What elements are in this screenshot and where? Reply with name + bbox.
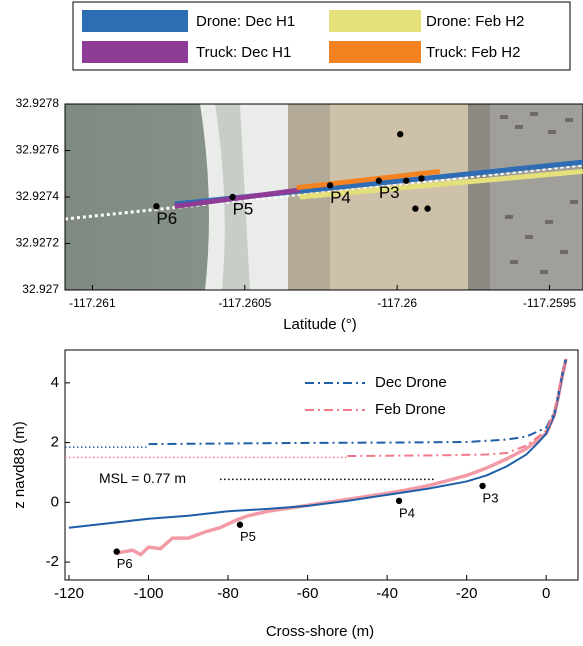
point-label: P3 [483, 490, 499, 505]
point [424, 205, 430, 211]
series-line [149, 356, 567, 444]
point-label: P3 [379, 183, 400, 202]
y-tick-label: 32.927 [22, 282, 59, 296]
legend-label: Drone: Feb H2 [426, 13, 524, 30]
x-tick-label: -20 [456, 585, 478, 602]
point [418, 175, 424, 181]
legend-label: Feb Drone [375, 401, 446, 418]
x-axis-label: Latitude (°) [283, 316, 357, 333]
legend-label: Truck: Dec H1 [196, 44, 291, 61]
legend-swatch [329, 41, 421, 63]
x-tick-label: -60 [297, 585, 319, 602]
x-tick-label: 0 [542, 585, 550, 602]
point [397, 131, 403, 137]
x-tick-label: -100 [133, 585, 163, 602]
x-tick-label: -40 [376, 585, 398, 602]
legend-label: Drone: Dec H1 [196, 13, 295, 30]
x-tick-label: -117.261 [69, 296, 116, 310]
y-tick-label: -2 [46, 553, 59, 570]
y-tick-label: 32.9276 [16, 143, 60, 157]
y-tick-label: 0 [51, 493, 59, 510]
legend-swatch [82, 41, 188, 63]
point-label: P5 [240, 529, 256, 544]
point-label: P4 [330, 188, 351, 207]
y-tick-label: 2 [51, 434, 59, 451]
point [396, 498, 402, 504]
point-label: P4 [399, 505, 415, 520]
point [412, 205, 418, 211]
point-label: P6 [156, 209, 177, 228]
point [403, 178, 409, 184]
page: Latitude (°) Cross-shore (m) z navd88 (m… [0, 0, 583, 646]
figure: Latitude (°) Cross-shore (m) z navd88 (m… [0, 0, 583, 646]
y-axis-label: z navd88 (m) [11, 421, 28, 509]
point-label: P5 [233, 199, 254, 218]
legend-label: Truck: Feb H2 [426, 44, 520, 61]
x-tick-label: -117.2605 [218, 296, 271, 310]
legend-label: Dec Drone [375, 374, 447, 391]
x-tick-label: -117.26 [377, 296, 417, 310]
chart-frame [65, 350, 578, 580]
y-tick-label: 32.9272 [16, 236, 60, 250]
point [237, 522, 243, 528]
x-tick-label: -120 [54, 585, 84, 602]
x-axis-label: Cross-shore (m) [266, 623, 374, 640]
y-tick-label: 4 [51, 374, 59, 391]
legend-swatch [82, 10, 188, 32]
y-tick-label: 32.9274 [16, 189, 60, 203]
reference-label: MSL = 0.77 m [99, 470, 186, 486]
legend-swatch [329, 10, 421, 32]
plot-area [65, 356, 566, 555]
point [113, 548, 119, 554]
point [479, 483, 485, 489]
x-tick-label: -117.2595 [523, 296, 576, 310]
point-label: P6 [117, 556, 133, 571]
y-tick-label: 32.9278 [16, 96, 60, 110]
x-tick-label: -80 [217, 585, 239, 602]
